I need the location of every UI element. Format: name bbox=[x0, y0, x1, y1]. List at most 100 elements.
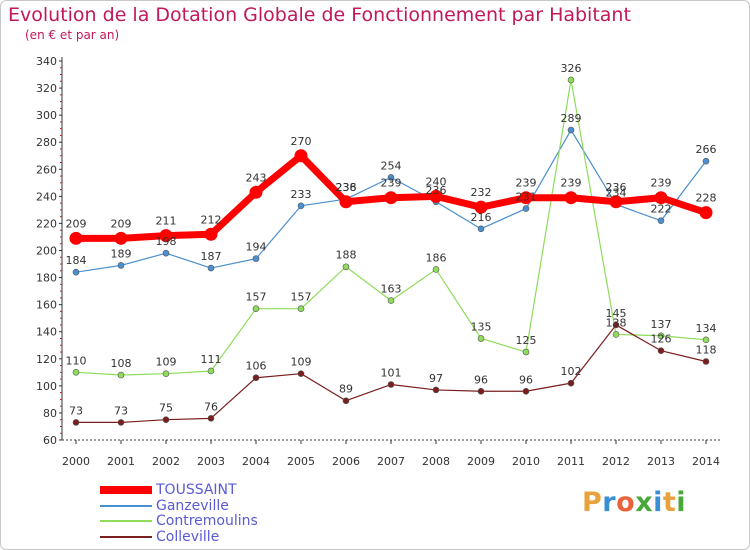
data-label-toussaint: 236 bbox=[606, 181, 627, 194]
y-tick-label: 240 bbox=[36, 190, 57, 203]
data-point-ganzeville bbox=[72, 268, 80, 276]
y-tick-label: 300 bbox=[36, 109, 57, 122]
data-point-colleville bbox=[117, 419, 125, 426]
data-point-toussaint bbox=[159, 229, 173, 243]
data-point-contremoulins bbox=[342, 263, 350, 271]
data-label-ganzeville: 266 bbox=[696, 143, 717, 156]
x-tick-label: 2012 bbox=[602, 455, 630, 468]
x-tick-label: 2008 bbox=[422, 455, 450, 468]
x-tick-label: 2010 bbox=[512, 455, 540, 468]
data-label-contremoulins: 157 bbox=[291, 291, 312, 304]
data-point-contremoulins bbox=[72, 369, 80, 376]
legend-label: TOUSSAINT bbox=[156, 482, 237, 498]
data-label-toussaint: 239 bbox=[561, 177, 582, 190]
data-label-contremoulins: 186 bbox=[426, 251, 447, 264]
data-label-toussaint: 240 bbox=[426, 175, 447, 188]
logo-letter: t bbox=[662, 487, 677, 518]
data-label-ganzeville: 231 bbox=[516, 191, 537, 204]
data-label-contremoulins: 110 bbox=[66, 354, 87, 367]
data-label-colleville: 96 bbox=[519, 373, 533, 386]
data-label-toussaint: 239 bbox=[516, 177, 537, 190]
data-label-contremoulins: 138 bbox=[606, 316, 627, 329]
chart-axes: 60 80 100 120 140 160 180 200 220 240 260 280 300 320… bbox=[36, 55, 720, 468]
data-point-contremoulins bbox=[162, 370, 170, 377]
data-point-ganzeville bbox=[297, 202, 305, 210]
data-label-ganzeville: 233 bbox=[291, 188, 312, 201]
data-point-colleville bbox=[612, 321, 620, 329]
data-point-colleville bbox=[702, 358, 710, 365]
data-label-colleville: 106 bbox=[246, 360, 267, 373]
x-tick-label: 2003 bbox=[197, 455, 225, 468]
data-point-colleville bbox=[72, 419, 80, 426]
data-label-toussaint: 239 bbox=[651, 177, 672, 190]
data-point-colleville bbox=[522, 387, 530, 395]
data-label-ganzeville: 222 bbox=[651, 203, 672, 216]
legend-label: Colleville bbox=[156, 528, 220, 545]
data-label-colleville: 73 bbox=[69, 404, 83, 417]
data-label-contremoulins: 163 bbox=[381, 283, 402, 296]
legend-label: Ganzeville bbox=[156, 497, 229, 514]
legend-swatch bbox=[100, 486, 152, 494]
data-label-toussaint: 270 bbox=[291, 135, 312, 148]
data-point-toussaint bbox=[429, 189, 443, 203]
data-point-colleville bbox=[387, 381, 395, 388]
data-label-contremoulins: 326 bbox=[561, 62, 582, 75]
data-label-ganzeville: 189 bbox=[111, 247, 132, 260]
y-tick-label: 340 bbox=[36, 55, 57, 68]
legend-swatch bbox=[100, 504, 152, 507]
data-label-colleville: 75 bbox=[159, 402, 173, 415]
data-point-contremoulins bbox=[297, 305, 305, 313]
data-point-toussaint bbox=[474, 200, 488, 214]
data-label-toussaint: 239 bbox=[381, 177, 402, 190]
data-label-ganzeville: 194 bbox=[246, 241, 267, 254]
data-point-ganzeville bbox=[477, 225, 485, 233]
x-tick-label: 2002 bbox=[152, 455, 180, 468]
data-label-toussaint: 228 bbox=[696, 192, 717, 205]
data-label-toussaint: 212 bbox=[201, 213, 222, 226]
logo-letter: i bbox=[676, 487, 687, 518]
data-point-toussaint bbox=[294, 149, 308, 163]
y-tick-label: 120 bbox=[36, 353, 57, 366]
data-label-toussaint: 209 bbox=[111, 217, 132, 230]
data-point-ganzeville bbox=[162, 249, 170, 257]
y-tick-label: 320 bbox=[36, 82, 57, 95]
legend-swatch bbox=[100, 520, 152, 522]
y-tick-label: 220 bbox=[36, 217, 57, 230]
data-label-ganzeville: 198 bbox=[156, 235, 177, 248]
data-point-contremoulins bbox=[207, 367, 215, 375]
data-point-colleville bbox=[432, 386, 440, 394]
data-point-ganzeville bbox=[252, 255, 260, 262]
data-label-colleville: 126 bbox=[651, 333, 672, 346]
data-point-colleville bbox=[252, 374, 260, 382]
data-label-colleville: 96 bbox=[474, 373, 488, 386]
data-label-contremoulins: 188 bbox=[336, 249, 357, 262]
data-label-colleville: 76 bbox=[204, 400, 218, 413]
logo-letter: P bbox=[582, 487, 603, 518]
x-tick-label: 2006 bbox=[332, 455, 360, 468]
data-point-colleville bbox=[342, 397, 350, 405]
chart-subtitle: (en € et par an) bbox=[25, 28, 120, 42]
data-label-ganzeville: 184 bbox=[66, 254, 87, 267]
data-point-toussaint bbox=[339, 195, 353, 209]
data-point-ganzeville bbox=[117, 262, 125, 269]
data-label-ganzeville: 236 bbox=[426, 184, 447, 197]
data-point-contremoulins bbox=[117, 371, 125, 379]
data-label-contremoulins: 135 bbox=[471, 320, 492, 333]
data-label-toussaint: 243 bbox=[246, 171, 267, 184]
x-tick-label: 2011 bbox=[557, 455, 585, 468]
data-point-contremoulins bbox=[612, 331, 620, 338]
data-point-ganzeville bbox=[567, 126, 575, 134]
data-label-toussaint: 236 bbox=[336, 181, 357, 194]
data-point-toussaint bbox=[69, 231, 83, 245]
data-label-ganzeville: 216 bbox=[471, 211, 492, 224]
data-point-contremoulins bbox=[567, 76, 575, 84]
x-tick-label: 2009 bbox=[467, 455, 495, 468]
data-label-colleville: 118 bbox=[696, 343, 717, 356]
data-point-colleville bbox=[297, 370, 305, 377]
data-label-colleville: 97 bbox=[429, 372, 443, 385]
data-point-contremoulins bbox=[252, 305, 260, 313]
data-point-ganzeville bbox=[522, 205, 530, 212]
legend-swatch bbox=[100, 535, 152, 538]
